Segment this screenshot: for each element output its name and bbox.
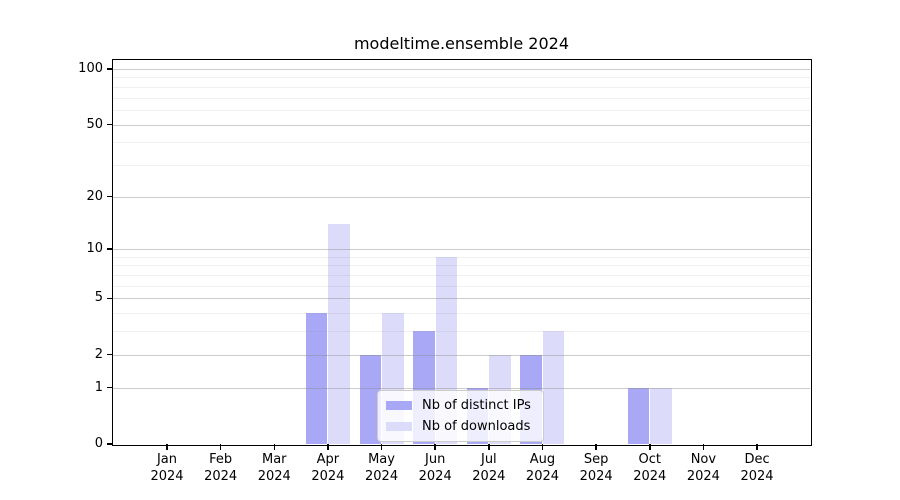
bar-distinct-ips-apr (305, 313, 328, 444)
bar-downloads-aug (542, 331, 565, 444)
y-axis-tick-label-20: 20 (86, 188, 103, 204)
y-axis-tick-label-100: 100 (78, 60, 103, 76)
minor-gridline-60 (113, 109, 810, 111)
major-gridline-1 (113, 387, 810, 389)
y-axis-tick-mark (107, 353, 113, 356)
minor-gridline-9 (113, 256, 810, 258)
minor-gridline-8 (113, 265, 810, 267)
x-axis-tick-label-apr: Apr 2024 (311, 452, 345, 484)
x-axis-tick-mark (219, 444, 222, 450)
y-axis-tick-label-5: 5 (94, 290, 103, 306)
major-gridline-100 (113, 68, 810, 70)
minor-gridline-7 (113, 275, 810, 277)
x-axis-tick-label-jun: Jun 2024 (418, 452, 452, 484)
bar-downloads-apr (328, 223, 350, 444)
x-axis-tick-label-jan: Jan 2024 (150, 452, 184, 484)
y-axis-tick-mark (107, 68, 113, 70)
y-axis-tick-mark (107, 195, 113, 198)
y-axis-tick-mark (107, 443, 113, 445)
x-axis-tick-mark (541, 444, 544, 450)
major-gridline-50 (113, 124, 810, 126)
y-axis-tick-label-2: 2 (94, 346, 103, 362)
y-axis-tick-label-50: 50 (86, 116, 103, 132)
x-axis-tick-label-oct: Oct 2024 (633, 452, 667, 484)
major-gridline-10 (113, 249, 810, 251)
y-axis-tick-mark (107, 123, 113, 126)
y-axis-tick-mark (107, 248, 113, 250)
x-axis-tick-label-aug: Aug 2024 (525, 452, 560, 484)
bar-downloads-oct (650, 387, 672, 444)
legend-swatch-icon (386, 422, 412, 431)
chart-title: modeltime.ensemble 2024 (353, 34, 570, 53)
x-axis-tick-mark (649, 444, 651, 450)
minor-gridline-80 (113, 86, 810, 88)
major-gridline-20 (113, 196, 810, 198)
major-gridline-2 (113, 354, 810, 356)
legend: Nb of distinct IPs Nb of downloads (377, 390, 544, 442)
x-axis-tick-label-jul: Jul 2024 (472, 452, 506, 484)
minor-gridline-4 (113, 313, 810, 315)
y-axis-tick-mark (107, 386, 113, 389)
bar-distinct-ips-may (359, 354, 382, 444)
x-axis-tick-mark (488, 444, 490, 450)
x-axis-tick-label-may: May 2024 (365, 452, 399, 484)
x-axis-tick-label-mar: Mar 2024 (257, 452, 291, 484)
x-axis-tick-mark (595, 444, 597, 450)
y-axis-tick-mark (107, 297, 113, 300)
y-axis-tick-label-10: 10 (86, 241, 103, 257)
legend-label: Nb of downloads (422, 419, 531, 434)
minor-gridline-6 (113, 285, 810, 287)
minor-gridline-30 (113, 164, 810, 166)
legend-swatch-icon (386, 401, 412, 410)
x-axis-tick-label-sep: Sep 2024 (579, 452, 613, 484)
minor-gridline-3 (113, 331, 810, 333)
x-axis-tick-mark (327, 444, 329, 450)
x-axis-tick-mark (702, 444, 705, 450)
plot-area (113, 60, 810, 444)
y-axis-tick-label-0: 0 (94, 436, 103, 451)
y-axis-tick-label-1: 1 (94, 379, 103, 395)
x-axis-tick-mark (756, 444, 758, 450)
x-axis-tick-mark (273, 444, 276, 450)
x-axis-tick-mark (166, 444, 168, 450)
minor-gridline-90 (113, 77, 810, 79)
legend-item-downloads: Nb of downloads (386, 418, 531, 435)
bar-distinct-ips-oct (627, 387, 650, 444)
legend-label: Nb of distinct IPs (422, 398, 531, 413)
x-axis-tick-label-nov: Nov 2024 (686, 452, 720, 484)
minor-gridline-40 (113, 142, 810, 144)
x-axis-tick-mark (434, 444, 436, 450)
legend-item-distinct-ips: Nb of distinct IPs (386, 397, 531, 414)
x-axis-tick-label-dec: Dec 2024 (740, 452, 774, 484)
minor-gridline-70 (113, 97, 810, 99)
x-axis-tick-label-feb: Feb 2024 (204, 452, 238, 484)
major-gridline-5 (113, 298, 810, 300)
x-axis-tick-mark (380, 444, 383, 450)
